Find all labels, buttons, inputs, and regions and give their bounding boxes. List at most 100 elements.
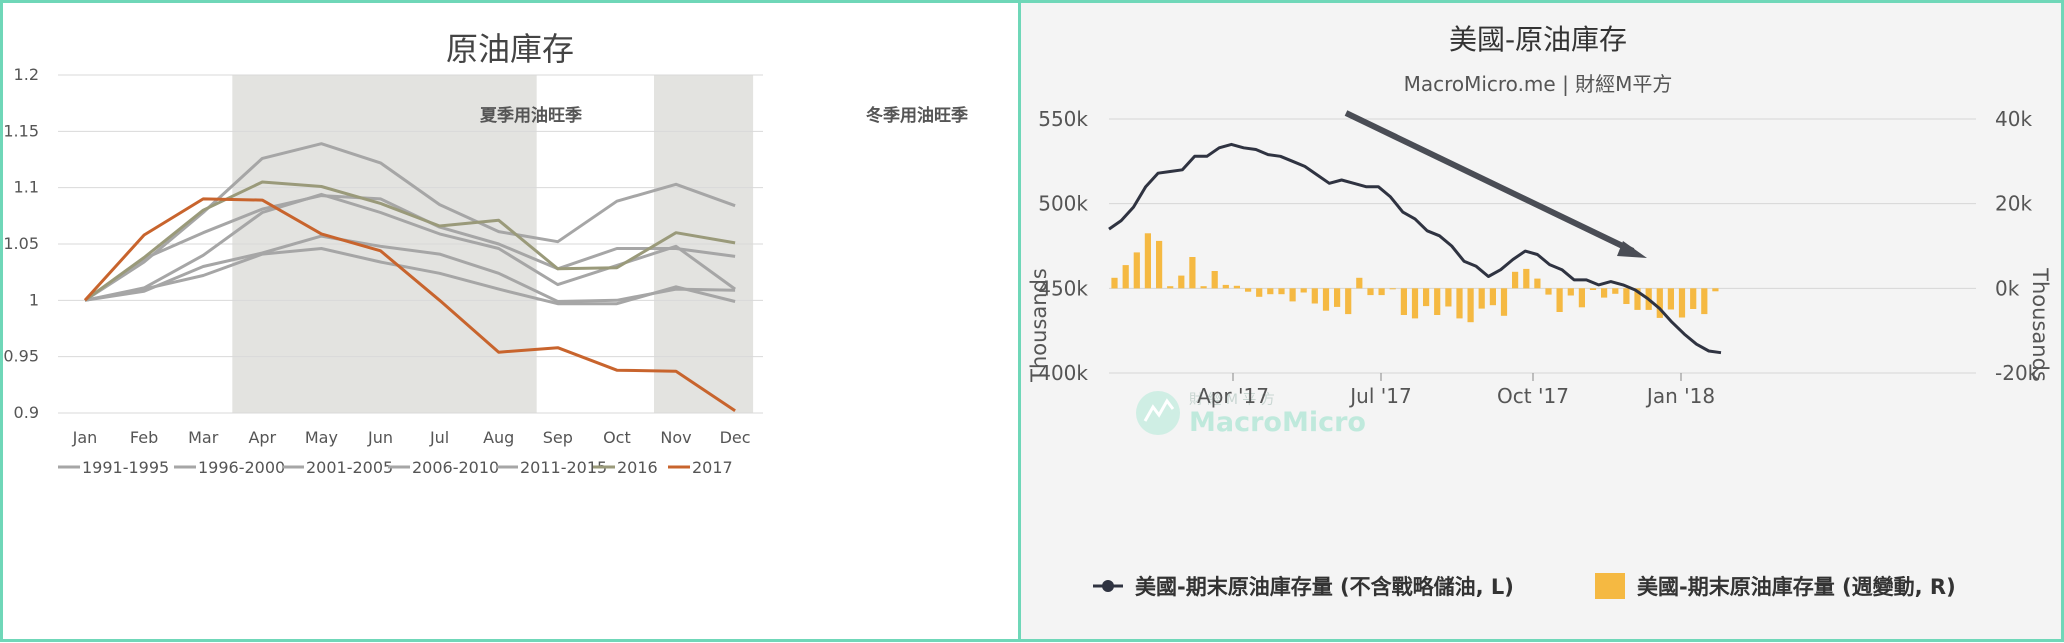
right-axis-ticks: 40k 20k 0k -20k: [1995, 107, 2040, 385]
weekly-change-bar: [1423, 288, 1430, 307]
weekly-change-bar: [1222, 284, 1229, 289]
trend-arrow-head: [1617, 241, 1647, 258]
right-chart: 美國-原油庫存 MacroMicro.me | 財經M平方 財 經 M 平 方 …: [1027, 23, 2052, 599]
weekly-change-bar: [1489, 288, 1496, 306]
inventory-line: [1108, 142, 1722, 355]
weekly-change-bar: [1189, 257, 1196, 289]
x-tick-label: Apr: [248, 428, 276, 447]
legend-bar-label: 美國-期末原油庫存量 (週變動, R): [1637, 575, 1956, 599]
legend-label: 2006-2010: [412, 458, 499, 477]
y-tick-label: 1.2: [14, 65, 39, 84]
y-tick-label: 1.15: [3, 121, 39, 140]
weekly-change-bar: [1334, 288, 1341, 307]
weekly-change-bar: [1456, 288, 1463, 319]
series-line: [84, 194, 736, 302]
x-tick-label: May: [305, 428, 338, 447]
left-chart-panel: 原油庫存 夏季用油旺季 冬季用油旺季 1.2 1.15 1.1 1.05 1 0.95 0.…: [0, 0, 1018, 642]
trend-arrow: [1344, 110, 1647, 258]
x-tick-label: Oct '17: [1497, 384, 1569, 408]
trend-arrow-shaft: [1344, 110, 1635, 254]
x-tick-label: Jan: [72, 428, 98, 447]
weekly-change-bar: [1512, 271, 1519, 289]
weekly-change-bar: [1245, 288, 1252, 292]
weekly-change-bar: [1534, 278, 1541, 289]
weekly-change-bar: [1300, 288, 1307, 293]
y-axis-ticks: 1.2 1.15 1.1 1.05 1 0.95 0.9: [3, 65, 39, 422]
legend-bar-swatch: [1595, 573, 1625, 599]
right-tick-label: 40k: [1995, 107, 2032, 131]
legend: 1991-1995 1996-2000 2001-2005 2006-2010 2011…: [58, 458, 733, 477]
weekly-change-bar: [1623, 288, 1630, 304]
legend-label: 1991-1995: [82, 458, 169, 477]
left-tick-label: 550k: [1038, 107, 1088, 131]
right-tick-label: -20k: [1995, 361, 2040, 385]
weekly-change-bar: [1478, 288, 1485, 309]
x-axis-ticks: Jan Feb Mar Apr May Jun Jul Aug Sep Oct Nov Dec: [72, 428, 751, 447]
left-chart: 原油庫存 夏季用油旺季 冬季用油旺季 1.2 1.15 1.1 1.05 1 0.95 0.…: [3, 30, 968, 477]
weekly-change-bar: [1267, 288, 1274, 295]
line-series: [1108, 142, 1722, 355]
left-tick-label: 400k: [1038, 361, 1088, 385]
weekly-change-bar: [1256, 288, 1263, 297]
weekly-change-bar: [1556, 288, 1563, 312]
legend-line-label: 美國-期末原油庫存量 (不含戰略儲油, L): [1135, 575, 1514, 599]
weekly-change-bar: [1589, 288, 1597, 290]
weekly-change-bar: [1144, 233, 1151, 289]
x-tick-label: Jun: [367, 428, 393, 447]
y-tick-label: 0.95: [3, 347, 39, 366]
weekly-change-bar: [1178, 275, 1185, 289]
weekly-change-bar: [1156, 240, 1163, 289]
series-line: [84, 234, 736, 303]
weekly-change-bar: [1434, 288, 1441, 315]
weekly-change-bar: [1400, 288, 1407, 315]
x-tick-label: Apr '17: [1197, 384, 1269, 408]
winter-season-label: 冬季用油旺季: [866, 105, 968, 126]
left-tick-label: 500k: [1038, 192, 1088, 216]
gridlines: [58, 74, 763, 414]
legend-label: 2001-2005: [306, 458, 393, 477]
weekly-change-bar: [1634, 288, 1641, 310]
weekly-change-bar: [1500, 288, 1508, 316]
weekly-change-bar: [1545, 288, 1552, 295]
weekly-change-bar: [1356, 277, 1363, 289]
weekly-change-bar: [1200, 286, 1207, 289]
legend-label: 2011-2015: [520, 458, 607, 477]
y-tick-label: 1.05: [3, 234, 39, 253]
x-tick-label: Mar: [188, 428, 219, 447]
summer-season-label: 夏季用油旺季: [480, 105, 582, 126]
weekly-change-bar: [1167, 286, 1174, 289]
weekly-change-bar: [1667, 288, 1674, 310]
right-tick-label: 20k: [1995, 192, 2032, 216]
x-tick-label: Sep: [543, 428, 573, 447]
watermark-chart-icon: [1143, 398, 1175, 422]
legend: 美國-期末原油庫存量 (不含戰略儲油, L) 美國-期末原油庫存量 (週變動, …: [1093, 573, 1956, 599]
weekly-change-bar: [1322, 288, 1330, 311]
weekly-change-bar: [1445, 288, 1452, 307]
weekly-change-bar: [1133, 252, 1140, 289]
weekly-change-bar: [1701, 288, 1708, 315]
series-line: [84, 142, 736, 302]
legend-label: 2016: [617, 458, 658, 477]
y-tick-label: 0.9: [14, 403, 39, 422]
weekly-change-bar: [1211, 271, 1218, 289]
y-tick-label: 1: [29, 290, 39, 309]
series-line: [84, 180, 736, 302]
right-chart-title: 美國-原油庫存: [1449, 23, 1627, 56]
series-line: [84, 247, 736, 306]
right-chart-subtitle: MacroMicro.me | 財經M平方: [1404, 72, 1673, 96]
left-axis-ticks: 550k 500k 450k 400k: [1038, 107, 1088, 385]
weekly-change-bar: [1378, 288, 1385, 296]
right-chart-panel: 美國-原油庫存 MacroMicro.me | 財經M平方 財 經 M 平 方 …: [1018, 0, 2064, 642]
series-lines: [83, 142, 736, 412]
weekly-change-bar: [1712, 288, 1719, 292]
x-tick-label: Oct: [603, 428, 631, 447]
weekly-change-bar: [1411, 288, 1419, 319]
legend-label: 1996-2000: [198, 458, 285, 477]
weekly-change-bar: [1567, 288, 1574, 296]
weekly-change-bar: [1111, 277, 1118, 289]
weekly-change-bar: [1656, 288, 1663, 318]
x-axis-ticks: Apr '17 Jul '17 Oct '17 Jan '18: [1197, 373, 1715, 408]
right-axis-label: Thousands: [2028, 267, 2052, 382]
legend-label: 2017: [692, 458, 733, 477]
